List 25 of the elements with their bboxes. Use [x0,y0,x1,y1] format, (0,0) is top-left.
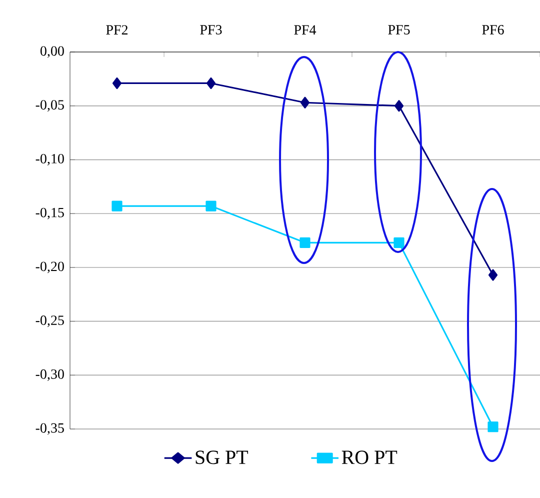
y-tick-label: -0,15 [36,208,64,220]
y-tick-label: -0,25 [36,316,64,328]
y-tick-label: -0,20 [36,262,64,274]
point [488,422,498,432]
y-tick-label: -0,10 [36,154,64,166]
y-tick-label: -0,05 [36,100,64,112]
x-tick-label: PF3 [200,25,222,34]
y-tick-label: -0,35 [36,423,64,435]
point [300,96,310,108]
point [112,77,122,90]
y-tick-label: -0,30 [36,369,64,381]
point [394,237,404,248]
y-tick-label: 0,00 [40,46,64,58]
point [300,237,310,248]
x-tick-label: PF5 [388,25,410,34]
point [112,200,122,212]
legend-label: RO PT [342,450,398,464]
legend-label: SG PT [196,450,248,464]
point [488,269,498,281]
point [206,200,216,212]
point [394,100,404,112]
point [206,77,216,90]
x-tick-label: PF4 [294,25,316,34]
x-tick-label: PF2 [106,25,128,34]
x-tick-label: PF6 [482,25,504,34]
